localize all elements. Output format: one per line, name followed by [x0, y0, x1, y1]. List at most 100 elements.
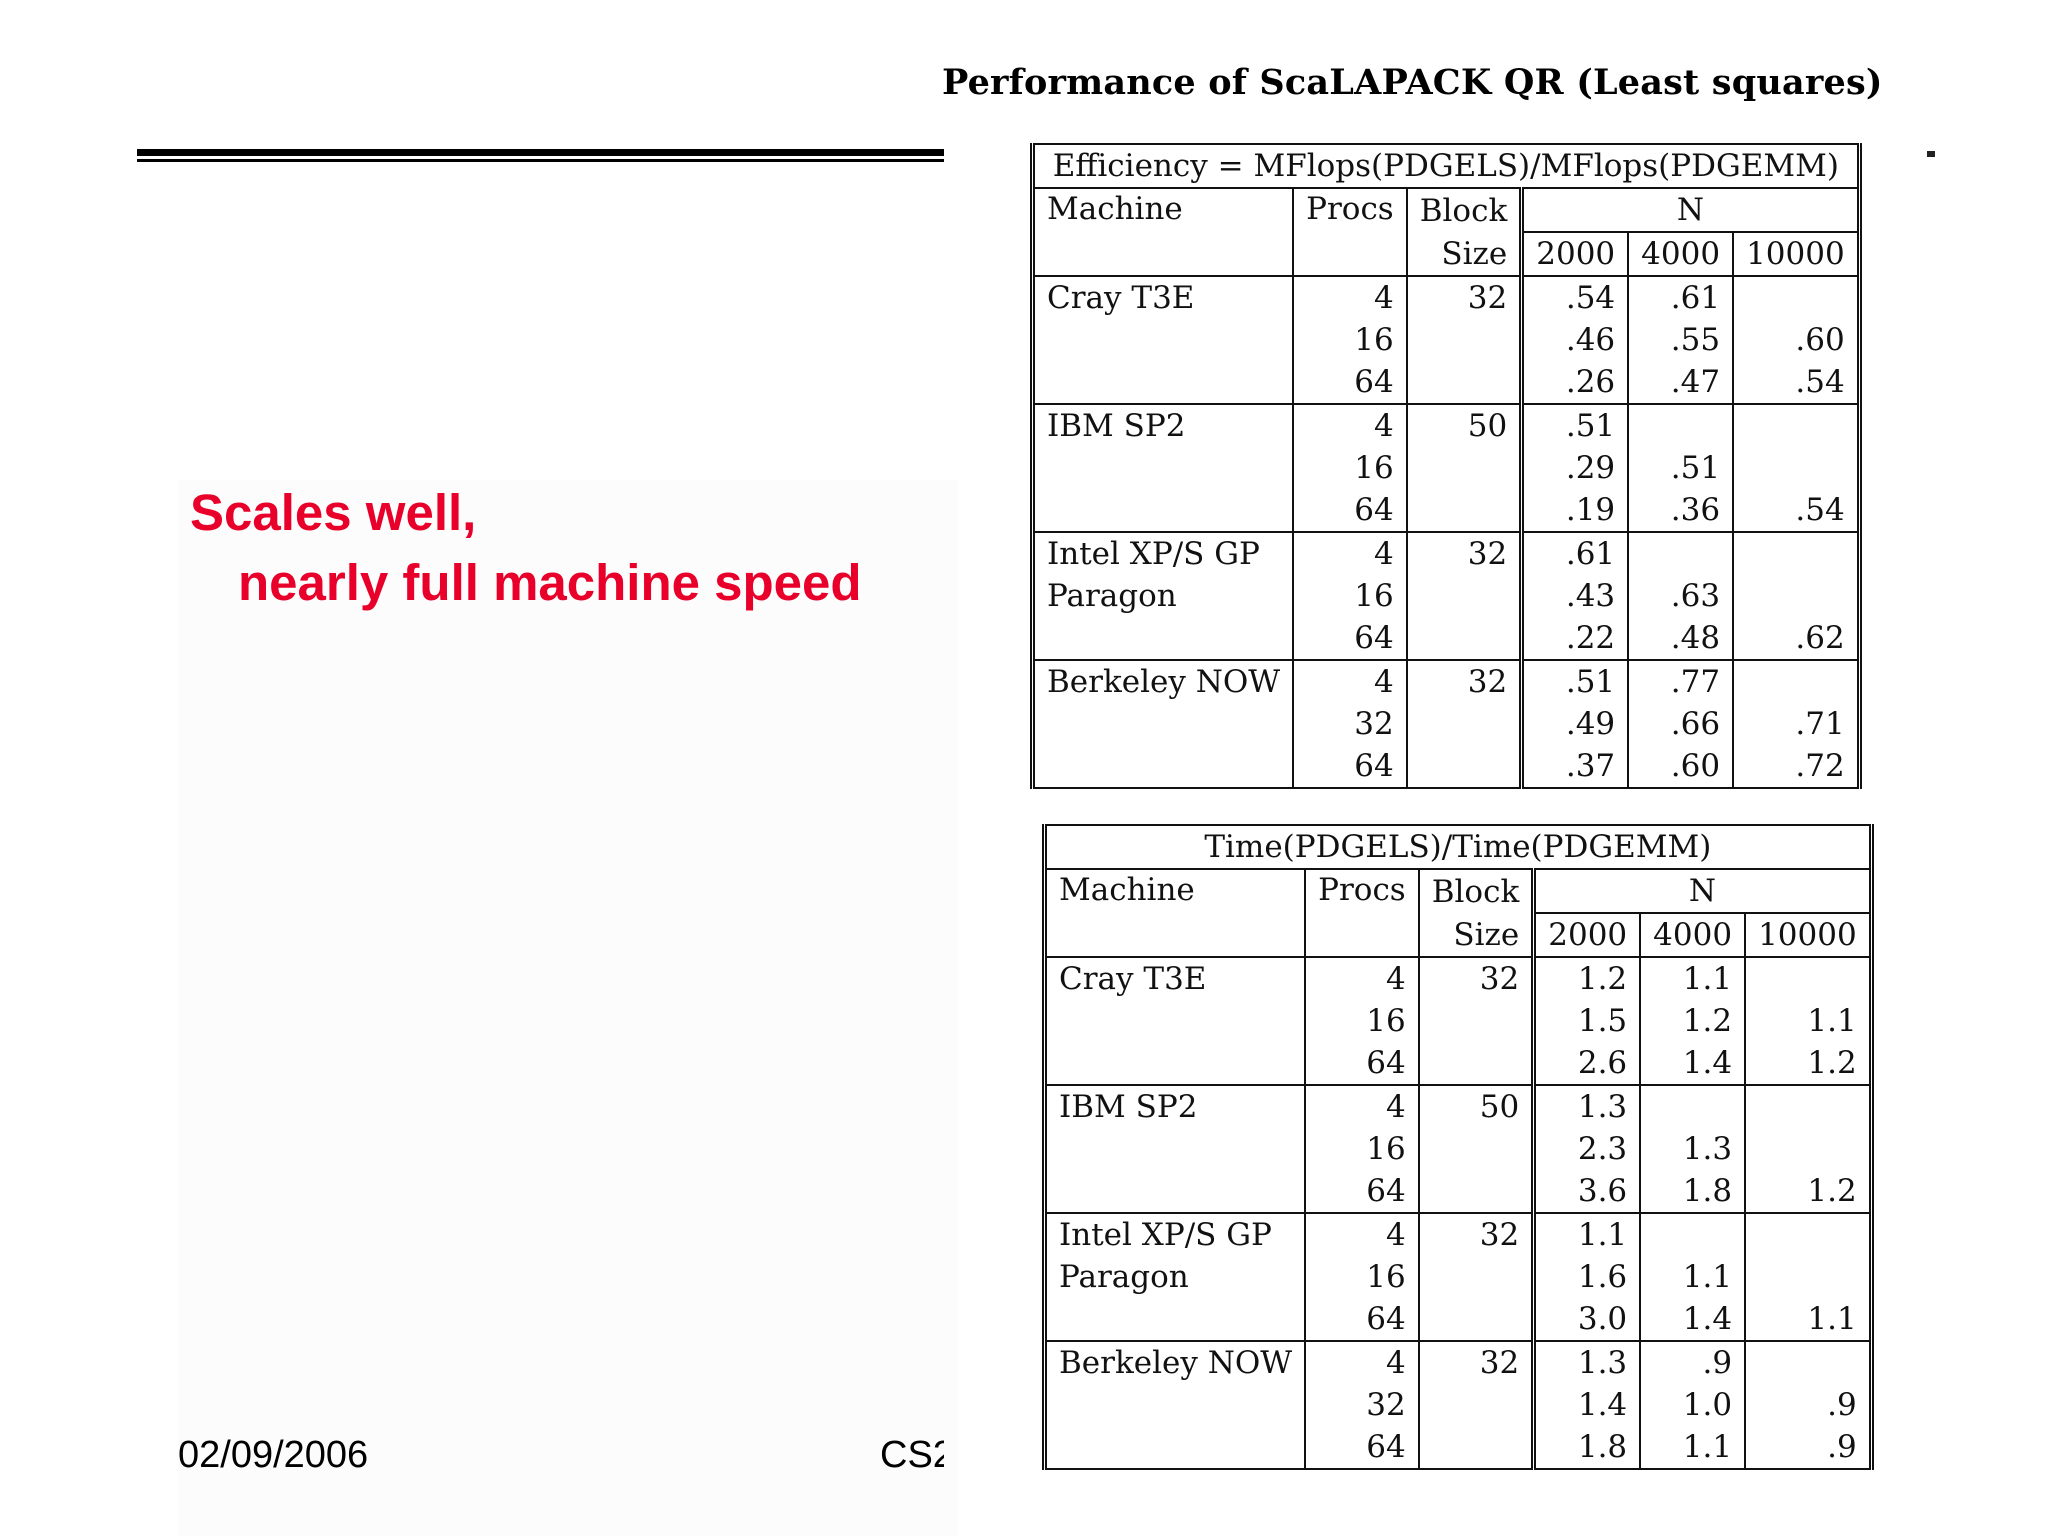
value-cell: 1.6: [1533, 1256, 1642, 1298]
value-cell: 1.1: [1533, 1213, 1642, 1257]
header-machine: Machine: [1044, 869, 1307, 959]
machine-name-cell: [1044, 1042, 1307, 1087]
value-cell: .51: [1521, 404, 1630, 448]
header-procs: Procs: [1305, 869, 1420, 959]
table-title: Time(PDGELS)/Time(PDGEMM): [1044, 825, 1872, 871]
value-cell: [1745, 957, 1871, 1000]
block-size-cell: [1406, 319, 1525, 362]
block-size-cell: [1418, 1425, 1537, 1471]
table-row: Intel XP/S GP 4 32.61: [1032, 532, 1860, 576]
machine-name-cell: Cray T3E: [1044, 957, 1307, 1001]
block-size-cell: [1406, 703, 1525, 745]
value-cell: .46: [1521, 319, 1630, 362]
header-n-2: 10000: [1745, 913, 1872, 959]
table-header-row: Machine Procs Block N: [1044, 869, 1872, 959]
table-row: 64 .19.36.54: [1032, 489, 1860, 534]
machine-name-cell: [1044, 1170, 1307, 1215]
value-cell: 1.1: [1807, 1003, 1857, 1040]
value-cell: .29: [1521, 447, 1630, 490]
machine-name-cell: IBM SP2: [1032, 404, 1295, 448]
machine-name-cell: Berkeley NOW: [1044, 1341, 1307, 1384]
table-row: Cray T3E 4 32.54.61: [1032, 276, 1860, 320]
value-cell: 1.8: [1640, 1170, 1747, 1215]
value-cell: 3.6: [1533, 1170, 1642, 1215]
procs-cell: 4: [1293, 404, 1408, 448]
machine-name-cell: Paragon: [1044, 1256, 1307, 1298]
slide-background-panel: [178, 480, 958, 1536]
machine-name-cell: Intel XP/S GP: [1044, 1213, 1307, 1257]
value-cell: 1.1: [1640, 1425, 1747, 1471]
procs-cell: 4: [1305, 1213, 1420, 1257]
machine-name-cell: IBM SP2: [1044, 1085, 1307, 1129]
value-cell: [1733, 276, 1859, 319]
procs-cell: 4: [1305, 957, 1420, 1001]
header-n: N: [1521, 188, 1860, 234]
value-cell: .9: [1745, 1425, 1872, 1471]
machine-name-cell: Berkeley NOW: [1032, 660, 1295, 703]
header-machine: Machine: [1032, 188, 1295, 278]
value-cell: 1.2: [1640, 1000, 1747, 1043]
table-title: Efficiency = MFlops(PDGELS)/MFlops(PDGEM…: [1032, 144, 1860, 190]
table-row: Cray T3E 4 32 1.2 1.1: [1044, 957, 1872, 1001]
header-n-0: 2000: [1533, 913, 1642, 959]
block-size-cell: 32: [1418, 1213, 1537, 1257]
table-header-row-n: Size 2000 4000 10000: [1033, 232, 1860, 278]
header-n-2: 10000: [1733, 232, 1860, 278]
slide-title: Performance of ScaLAPACK QR (Least squar…: [942, 62, 1883, 103]
table-row: 16 .46.55 .60: [1032, 319, 1860, 362]
header-n-1: 4000: [1640, 913, 1747, 959]
value-cell: [1640, 1213, 1747, 1257]
value-cell: 1.2: [1533, 957, 1642, 1001]
block-size-cell: [1418, 1298, 1537, 1342]
value-cell: [1745, 1128, 1871, 1170]
header-n-1: 4000: [1628, 232, 1735, 278]
value-cell: .63: [1628, 575, 1735, 617]
value-cell: [1628, 532, 1735, 576]
value-cell: [1733, 404, 1859, 447]
value-cell: .26: [1521, 361, 1630, 406]
value-cell: .9: [1827, 1386, 1857, 1423]
machine-name-cell: [1044, 1425, 1307, 1471]
machine-name-cell: [1044, 1128, 1307, 1171]
value-cell: [1733, 532, 1859, 575]
value-cell: [1745, 1256, 1871, 1298]
value-cell: 1.4: [1533, 1384, 1642, 1426]
procs-cell: 4: [1305, 1085, 1420, 1129]
procs-cell: 64: [1305, 1298, 1420, 1342]
machine-name-cell: [1044, 1000, 1307, 1043]
block-size-cell: [1406, 361, 1525, 406]
table-row: 16 .29.51: [1032, 447, 1860, 490]
table-header-row-n: Size 2000 4000 10000: [1045, 913, 1872, 959]
procs-cell: 64: [1305, 1425, 1420, 1471]
table-row: 64 .37.60.72: [1032, 744, 1860, 790]
value-cell: .60: [1795, 322, 1845, 359]
value-cell: .62: [1733, 617, 1860, 661]
value-cell: .48: [1628, 617, 1735, 661]
procs-cell: 16: [1305, 1256, 1420, 1298]
procs-cell: 4: [1293, 276, 1408, 320]
table-row: Paragon 16 .43.63: [1032, 575, 1860, 617]
value-cell: .51: [1628, 447, 1735, 490]
procs-cell: 64: [1293, 617, 1408, 661]
machine-name-cell: [1032, 744, 1295, 790]
title-rule: [137, 149, 944, 156]
machine-name-cell: [1032, 447, 1295, 490]
machine-name-cell: Paragon: [1032, 575, 1295, 617]
time-ratio-table-grid: Time(PDGELS)/Time(PDGEMM) Machine Procs Blo…: [1042, 824, 1874, 1471]
value-cell: .51: [1521, 660, 1630, 703]
value-cell: .61: [1628, 276, 1735, 320]
value-cell: .37: [1521, 744, 1630, 790]
table-row: Berkeley NOW 4 32.51.77: [1032, 660, 1860, 703]
value-cell: .9: [1640, 1341, 1747, 1384]
table-row: Berkeley NOW 4 32 1.3.9: [1044, 1341, 1872, 1384]
procs-cell: 4: [1293, 660, 1408, 703]
header-n-0: 2000: [1521, 232, 1630, 278]
block-size-cell: [1406, 447, 1525, 490]
value-cell: [1745, 1085, 1871, 1128]
footer-date: 02/09/2006: [178, 1434, 369, 1476]
machine-name-cell: [1044, 1384, 1307, 1426]
machine-name-cell: [1032, 319, 1295, 362]
block-size-cell: [1418, 1384, 1537, 1426]
callout-line-2: nearly full machine speed: [238, 554, 862, 611]
title-rule-thin: [137, 159, 944, 162]
